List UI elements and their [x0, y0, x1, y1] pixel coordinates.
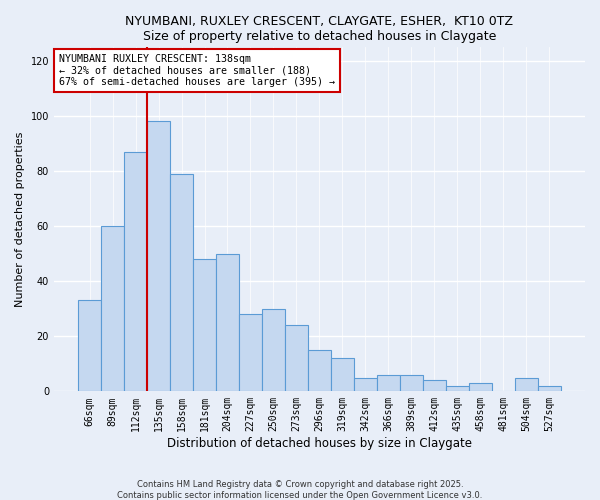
- Bar: [285, 325, 308, 392]
- Text: Contains HM Land Registry data © Crown copyright and database right 2025.
Contai: Contains HM Land Registry data © Crown c…: [118, 480, 482, 500]
- Bar: [423, 380, 446, 392]
- X-axis label: Distribution of detached houses by size in Claygate: Distribution of detached houses by size …: [167, 437, 472, 450]
- Bar: [193, 259, 216, 392]
- Bar: [400, 375, 423, 392]
- Bar: [515, 378, 538, 392]
- Bar: [78, 300, 101, 392]
- Bar: [354, 378, 377, 392]
- Bar: [262, 308, 285, 392]
- Bar: [469, 383, 492, 392]
- Bar: [239, 314, 262, 392]
- Bar: [538, 386, 561, 392]
- Title: NYUMBANI, RUXLEY CRESCENT, CLAYGATE, ESHER,  KT10 0TZ
Size of property relative : NYUMBANI, RUXLEY CRESCENT, CLAYGATE, ESH…: [125, 15, 514, 43]
- Bar: [308, 350, 331, 392]
- Bar: [331, 358, 354, 392]
- Bar: [101, 226, 124, 392]
- Bar: [446, 386, 469, 392]
- Y-axis label: Number of detached properties: Number of detached properties: [15, 132, 25, 307]
- Bar: [216, 254, 239, 392]
- Bar: [377, 375, 400, 392]
- Bar: [124, 152, 147, 392]
- Bar: [170, 174, 193, 392]
- Bar: [147, 122, 170, 392]
- Text: NYUMBANI RUXLEY CRESCENT: 138sqm
← 32% of detached houses are smaller (188)
67% : NYUMBANI RUXLEY CRESCENT: 138sqm ← 32% o…: [59, 54, 335, 87]
